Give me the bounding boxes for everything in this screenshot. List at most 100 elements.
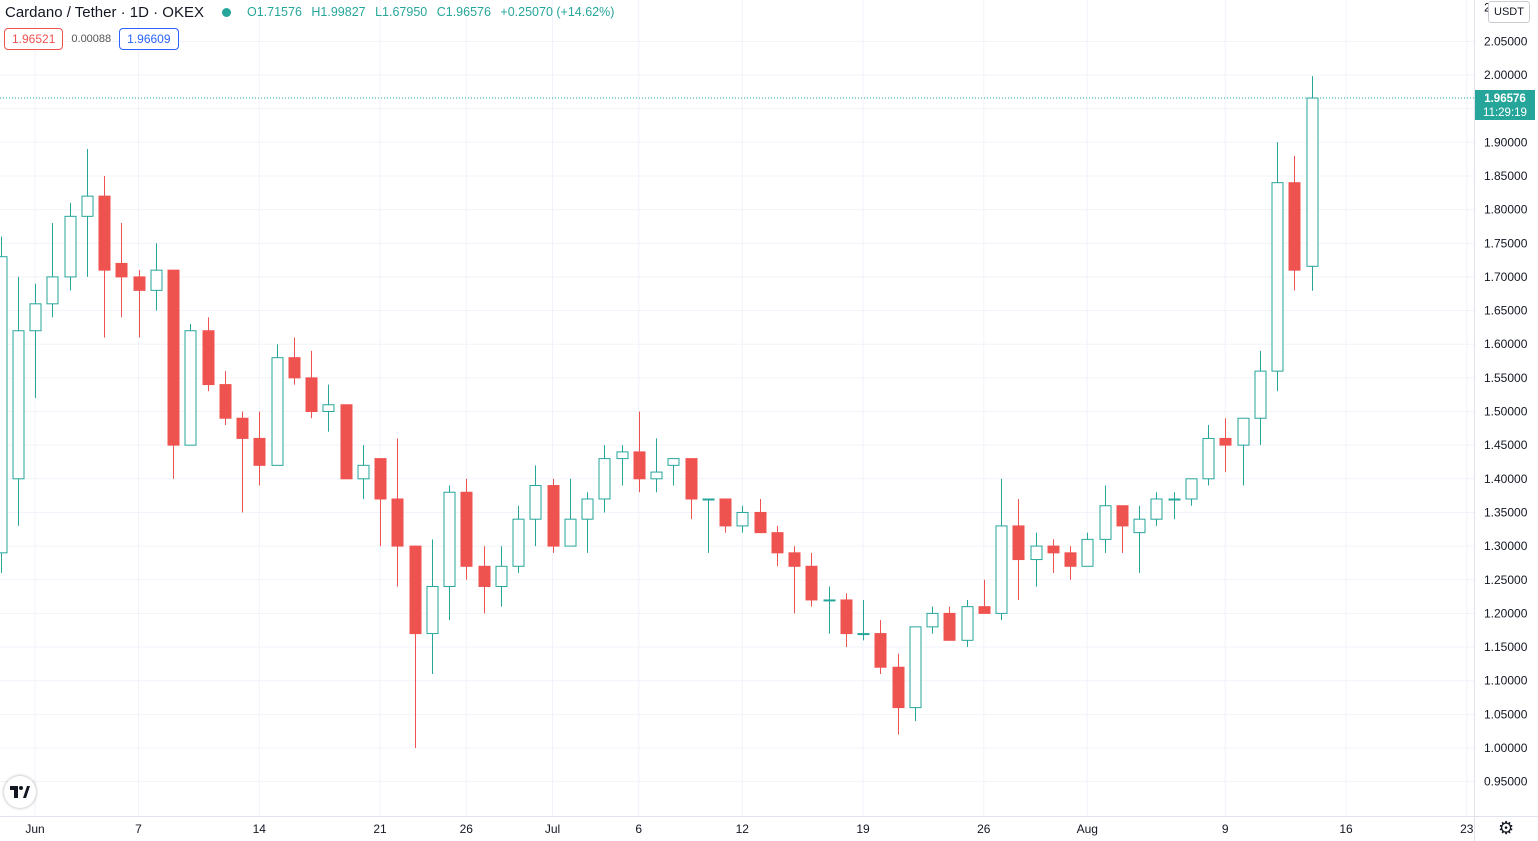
candle[interactable] <box>581 492 594 553</box>
candle[interactable] <box>736 505 749 533</box>
candle[interactable] <box>529 465 542 547</box>
candle[interactable] <box>650 438 663 493</box>
candle[interactable] <box>219 371 232 425</box>
candle[interactable] <box>892 653 905 735</box>
candle[interactable] <box>1133 505 1146 574</box>
sell-price-button[interactable]: 1.96521 <box>4 28 64 50</box>
candle[interactable] <box>874 620 887 674</box>
candle[interactable] <box>1254 350 1267 446</box>
candle[interactable] <box>409 545 422 748</box>
x-tick-label: 23 <box>1460 822 1474 836</box>
x-tick-label: 26 <box>977 822 991 836</box>
candle[interactable] <box>978 579 991 614</box>
candle[interactable] <box>133 270 146 338</box>
candle[interactable] <box>1116 505 1129 553</box>
candle-body <box>547 485 560 547</box>
candle-body <box>961 606 974 641</box>
change-value: +0.25070 (+14.62%) <box>500 5 615 19</box>
candle[interactable] <box>598 445 611 513</box>
price-axis[interactable]: 0.95000 1.00000 1.05000 1.10000 1.15000 1.200… <box>1474 0 1528 841</box>
candle[interactable] <box>0 236 8 574</box>
live-dot-icon <box>221 7 231 17</box>
candle[interactable] <box>167 269 180 479</box>
candle[interactable] <box>443 485 456 621</box>
candle[interactable] <box>1219 418 1232 473</box>
candle[interactable] <box>1288 155 1301 291</box>
candle[interactable] <box>547 478 560 553</box>
tradingview-logo-icon[interactable] <box>4 776 36 808</box>
candle[interactable] <box>46 223 59 318</box>
candle[interactable] <box>805 552 818 607</box>
candle[interactable] <box>564 478 577 547</box>
candle[interactable] <box>271 344 284 466</box>
candle[interactable] <box>98 175 111 338</box>
currency-unit-button[interactable]: USDT <box>1488 1 1530 23</box>
candle[interactable] <box>667 458 680 486</box>
candle[interactable] <box>322 384 335 432</box>
candle[interactable] <box>150 243 163 311</box>
tradingview-logo-shape <box>10 786 30 798</box>
candle[interactable] <box>995 478 1008 621</box>
candle[interactable] <box>1012 498 1025 600</box>
candle[interactable] <box>719 498 732 533</box>
candle[interactable] <box>115 223 128 318</box>
candle[interactable] <box>909 626 922 722</box>
candle[interactable] <box>29 283 42 399</box>
candle[interactable] <box>1202 424 1215 486</box>
legend-header: Cardano / Tether · 1D · OKEX O1.71576 H1… <box>5 3 620 21</box>
candle[interactable] <box>1099 485 1112 553</box>
candle[interactable] <box>823 586 836 634</box>
x-tick-label: 16 <box>1339 822 1353 836</box>
candle[interactable] <box>202 317 215 392</box>
candle[interactable] <box>357 445 370 499</box>
candle[interactable] <box>1047 539 1060 574</box>
candle[interactable] <box>857 599 870 641</box>
candle[interactable] <box>1064 546 1077 580</box>
candle[interactable] <box>253 411 266 486</box>
candle[interactable] <box>1168 492 1181 520</box>
candle[interactable] <box>943 606 956 641</box>
candle[interactable] <box>1030 532 1043 587</box>
candle[interactable] <box>1185 478 1198 506</box>
candle[interactable] <box>81 149 94 277</box>
candle[interactable] <box>512 505 525 574</box>
candle[interactable] <box>1150 492 1163 526</box>
candle[interactable] <box>426 539 439 674</box>
candle[interactable] <box>64 202 77 291</box>
candle[interactable] <box>305 350 318 419</box>
candle[interactable] <box>1271 142 1284 392</box>
candle-body <box>64 215 77 278</box>
gear-icon[interactable]: ⚙ <box>1498 818 1515 838</box>
candle[interactable] <box>685 458 698 520</box>
buy-price-button[interactable]: 1.96609 <box>119 28 179 50</box>
candle[interactable] <box>495 546 508 607</box>
candle[interactable] <box>788 546 801 614</box>
candle[interactable] <box>12 276 25 526</box>
y-tick-label: 1.85000 <box>1484 169 1528 183</box>
symbol-title[interactable]: Cardano / Tether · 1D · OKEX <box>5 3 204 21</box>
candle[interactable] <box>633 411 646 493</box>
y-tick-label: 2.00000 <box>1484 68 1528 82</box>
candle[interactable] <box>236 411 249 513</box>
candle[interactable] <box>702 498 715 553</box>
time-axis[interactable]: Jun 7 14 21 26 Jul 6 12 19 26 Aug 9 16 23 <box>0 816 1538 837</box>
candle[interactable] <box>374 458 387 547</box>
candle[interactable] <box>616 445 629 486</box>
candle[interactable] <box>288 337 301 385</box>
candle[interactable] <box>1081 532 1094 567</box>
y-tick-label: 1.35000 <box>1484 505 1528 519</box>
candle[interactable] <box>1306 76 1319 291</box>
candle[interactable] <box>184 324 197 446</box>
candle[interactable] <box>1237 417 1250 486</box>
candle[interactable] <box>391 438 404 587</box>
candle[interactable] <box>926 606 939 634</box>
candle[interactable] <box>840 593 853 648</box>
candle[interactable] <box>961 599 974 648</box>
candle[interactable] <box>754 498 767 534</box>
candle[interactable] <box>460 478 473 580</box>
candle[interactable] <box>478 546 491 614</box>
candle[interactable] <box>340 404 353 480</box>
candle[interactable] <box>771 525 784 567</box>
y-tick-label: 1.10000 <box>1484 674 1528 688</box>
